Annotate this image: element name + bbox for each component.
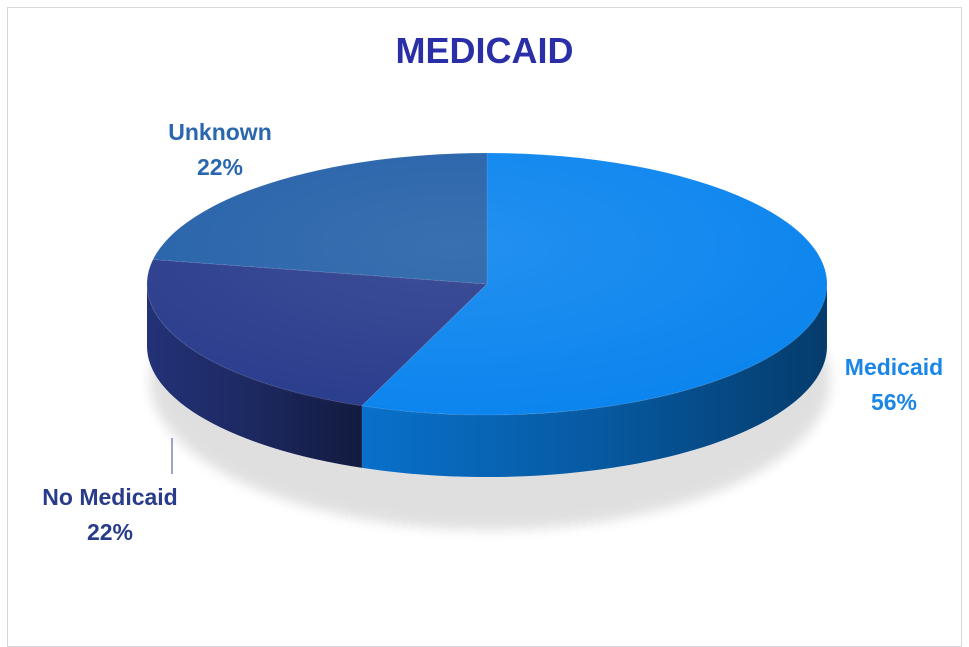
pie-gloss <box>147 153 827 417</box>
label-name: No Medicaid <box>42 484 178 510</box>
label-name: Medicaid <box>844 354 944 380</box>
chart-title: MEDICAID <box>395 30 574 71</box>
data-label-no-medicaid: No Medicaid 22% <box>15 480 205 550</box>
label-name: Unknown <box>168 119 272 145</box>
pie-side-shade-medicaid <box>361 284 827 477</box>
pie-side-shade-no-medicaid <box>146 284 362 468</box>
data-label-unknown: Unknown 22% <box>140 115 300 185</box>
label-value: 22% <box>196 154 244 180</box>
label-value: 56% <box>870 389 918 415</box>
data-label-medicaid: Medicaid 56% <box>826 350 962 420</box>
label-value: 22% <box>86 519 134 545</box>
pie-chart <box>146 152 830 530</box>
